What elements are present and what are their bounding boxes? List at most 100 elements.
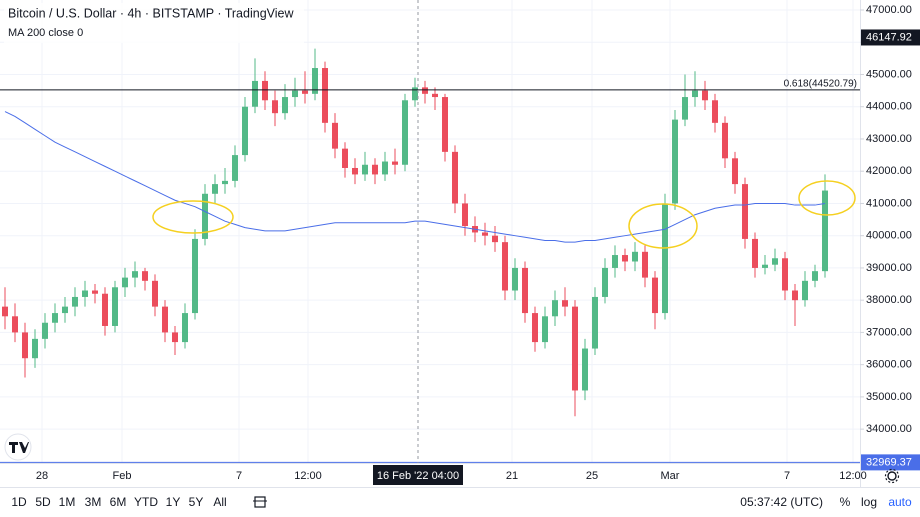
range-button[interactable]: 1M [59, 495, 76, 509]
toolbar: 1D 5D 1M 3M 6M YTD 1Y 5Y All 05:37:42 (UTC)% log au… [11, 495, 912, 509]
plot: 0.618(44520.79) [0, 0, 860, 463]
candle-body [672, 119, 678, 204]
candle-body [162, 306, 168, 333]
candle-body [302, 90, 308, 94]
candle-body [812, 271, 818, 281]
candle-body [482, 232, 488, 236]
candle-body [332, 122, 338, 149]
candle-body [752, 238, 758, 268]
candle-body [462, 203, 468, 227]
price-axis-label: 46147.92 [866, 31, 912, 43]
candle-body [362, 164, 368, 175]
candle-body [202, 193, 208, 239]
candle-body [582, 348, 588, 391]
scale-option[interactable]: log [861, 495, 877, 509]
candle-body [72, 296, 78, 307]
x-tick-label: 12:00 [839, 470, 867, 482]
candle-body [172, 332, 178, 343]
candle-body [142, 271, 148, 281]
x-tick-label: Feb [113, 470, 132, 482]
range-button[interactable]: 3M [85, 495, 102, 509]
candle-body [62, 306, 68, 314]
range-button[interactable]: 1D [11, 495, 27, 509]
candle-body [182, 313, 188, 343]
moving-average [4, 111, 826, 243]
candle-body [542, 316, 548, 343]
candle-body [642, 251, 648, 278]
candle-body [382, 161, 388, 175]
x-tick-label: Mar [661, 470, 680, 482]
candle-body [422, 87, 428, 94]
y-tick-label: 39000.00 [866, 262, 912, 274]
range-button[interactable]: All [213, 495, 226, 509]
candle-body [322, 68, 328, 123]
candle-body [802, 280, 808, 301]
candle-body [502, 242, 508, 291]
candle-body [132, 271, 138, 278]
candle-body [822, 190, 828, 272]
candle-body [652, 277, 658, 314]
candle-body [682, 97, 688, 120]
scale-option[interactable]: auto [888, 495, 912, 509]
x-tick-label: 25 [586, 470, 598, 482]
x-tick-label: 7 [236, 470, 242, 482]
tv-logo [4, 433, 32, 461]
price-axis-box [861, 29, 920, 46]
candle-body [592, 296, 598, 349]
y-tick-label: 37000.00 [866, 326, 912, 338]
candle-body [552, 300, 558, 317]
axes: 34000.00 35000.00 36000.00 37000.00 38000.00… [36, 4, 920, 485]
range-button[interactable]: 1Y [166, 495, 181, 509]
range-button[interactable]: 5D [35, 495, 51, 509]
candle-body [662, 203, 668, 314]
highlight-ellipse [628, 203, 698, 249]
candle-body [2, 306, 8, 317]
y-tick-label: 41000.00 [866, 197, 912, 209]
y-tick-label: 35000.00 [866, 391, 912, 403]
y-tick-label: 34000.00 [866, 423, 912, 435]
range-button[interactable]: YTD [134, 495, 158, 509]
candle-body [102, 293, 108, 326]
y-tick-label: 44000.00 [866, 101, 912, 113]
candle-body [562, 300, 568, 307]
candle-body [282, 97, 288, 114]
candle-body [92, 290, 98, 294]
candle-body [252, 80, 258, 107]
candle-body [342, 148, 348, 168]
x-tick-label: 7 [784, 470, 790, 482]
y-tick-label: 45000.00 [866, 68, 912, 80]
candle-body [632, 251, 638, 262]
candle-body [12, 316, 18, 333]
candle-body [442, 97, 448, 152]
candle-body [532, 313, 538, 343]
x-tick-label: 28 [36, 470, 48, 482]
candle-body [792, 290, 798, 301]
highlight-ellipse [152, 200, 234, 234]
price-axis-box [861, 454, 920, 471]
x-tick-label: 21 [506, 470, 518, 482]
candle-body [82, 290, 88, 297]
candle-body [372, 164, 378, 175]
candle-body [732, 158, 738, 185]
candle-body [312, 68, 318, 94]
candle-body [412, 87, 418, 101]
candle-body [782, 258, 788, 291]
highlight-ellipse [798, 180, 856, 216]
settings-icon[interactable] [884, 468, 900, 484]
range-button[interactable]: 6M [110, 495, 127, 509]
candle-body [192, 238, 198, 314]
candle-body [232, 155, 238, 181]
candle-body [762, 264, 768, 268]
compare-icon[interactable] [253, 496, 267, 508]
y-tick-label: 42000.00 [866, 165, 912, 177]
scale-option[interactable]: % [840, 495, 851, 509]
candle-body [742, 184, 748, 239]
candle-body [512, 267, 518, 291]
y-tick-label: 43000.00 [866, 133, 912, 145]
candle-body [122, 277, 128, 288]
candle-body [52, 313, 58, 323]
range-button[interactable]: 5Y [189, 495, 204, 509]
candle-body [622, 255, 628, 262]
candle-body [112, 287, 118, 326]
